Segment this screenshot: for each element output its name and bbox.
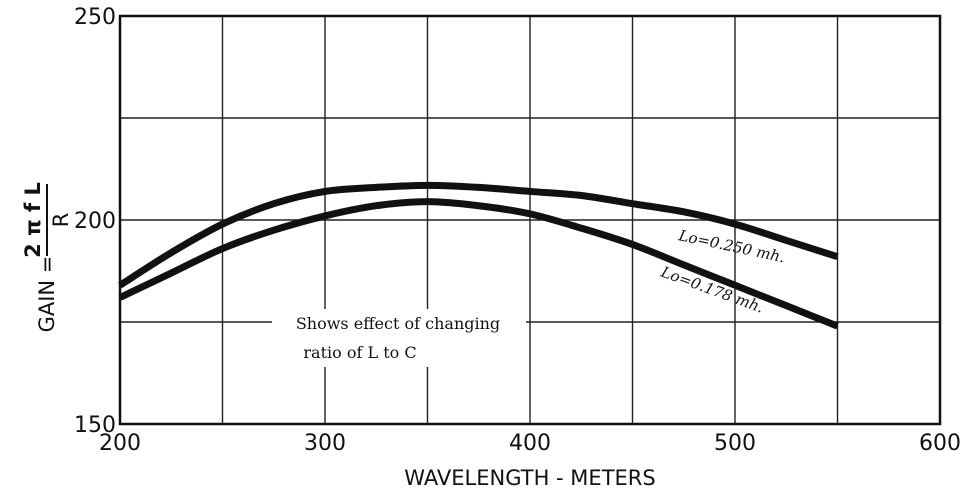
x-tick-label: 600 <box>919 431 961 456</box>
x-tick-label: 200 <box>99 431 141 456</box>
series-line-1 <box>118 198 839 330</box>
y-tick-label: 250 <box>74 5 116 30</box>
x-tick-label: 400 <box>509 431 551 456</box>
y-tick-label: 200 <box>74 209 116 234</box>
y-axis-label-numerator: 2 π f L <box>21 182 45 258</box>
annotation-background <box>272 309 526 367</box>
annotation-line-2: ratio of L to C <box>303 343 416 362</box>
x-tick-label: 500 <box>714 431 756 456</box>
series-line-0 <box>118 181 839 289</box>
grid-lines <box>119 15 941 425</box>
plot-frame <box>118 14 942 426</box>
y-axis-label: GAIN = 2 π f L R <box>21 182 73 332</box>
y-axis-label-denominator: R <box>49 213 73 228</box>
x-tick-label: 300 <box>304 431 346 456</box>
y-axis-label-prefix: GAIN = <box>35 256 59 333</box>
x-axis-label: WAVELENGTH - METERS <box>404 466 655 490</box>
annotation-line-1: Shows effect of changing <box>296 314 500 333</box>
series-group <box>118 181 839 330</box>
y-tick-label: 150 <box>74 413 116 438</box>
